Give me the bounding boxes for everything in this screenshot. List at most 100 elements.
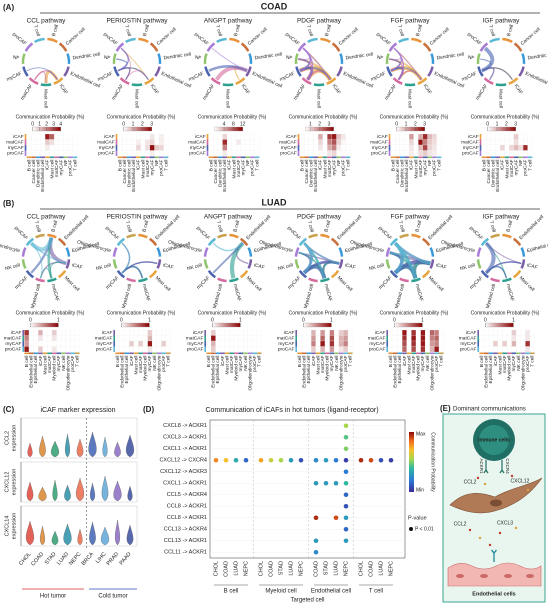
chord-sector xyxy=(508,77,519,85)
row-label: proCAF xyxy=(96,347,113,353)
chord-ribbon xyxy=(34,71,47,84)
heatmap-cell xyxy=(140,133,146,140)
row-strip xyxy=(206,139,209,145)
heatmap-cell xyxy=(493,335,498,342)
heatmap-cell xyxy=(495,139,501,146)
col-strip xyxy=(40,156,46,159)
violin xyxy=(65,433,70,458)
heatmap-cell xyxy=(254,133,260,140)
colorbar-tick-label: 2 xyxy=(505,121,508,127)
heatmap-cell xyxy=(425,346,430,353)
chord-sector xyxy=(399,233,409,239)
heatmap-cell xyxy=(315,329,321,336)
heatmap-cell xyxy=(40,150,46,157)
heatmap-cell xyxy=(70,346,76,353)
row-label: iCAF xyxy=(11,330,22,336)
chord-sector xyxy=(156,259,162,269)
heatmap-cell xyxy=(49,144,55,151)
y-label: expression xyxy=(11,425,17,452)
heatmap-cell xyxy=(331,133,337,140)
heatmap-cell xyxy=(511,335,517,342)
chord-sector xyxy=(385,53,390,65)
heatmap-cell xyxy=(315,335,321,342)
col-strip xyxy=(42,352,48,355)
heatmap-cell xyxy=(124,346,130,353)
heatmap-cell xyxy=(252,329,258,336)
heatmap-cell xyxy=(415,340,421,347)
heatmap-cell xyxy=(243,335,248,342)
col-label: Myeloid cell xyxy=(143,356,149,381)
heatmap-cell xyxy=(133,329,139,336)
heatmap-cell xyxy=(24,335,30,342)
heatmap-cell xyxy=(152,335,157,342)
ligand-label: CCL2 xyxy=(464,479,477,485)
heatmap-cell xyxy=(24,329,30,336)
colorbar-tick-label: 4 xyxy=(59,121,62,127)
col-strip xyxy=(308,156,314,159)
heatmap-cell xyxy=(336,144,342,151)
lr-pair-label: CCL8 -> ACKR1 xyxy=(167,504,207,510)
col-label: T cell xyxy=(72,160,78,171)
node-label: T cell xyxy=(124,220,133,233)
chord-sector xyxy=(25,269,35,279)
heatmap-cell xyxy=(38,329,43,336)
chord-sector xyxy=(28,77,39,85)
col-label: B cell xyxy=(115,356,121,368)
heatmap-cell xyxy=(206,346,212,353)
row-label: proCAF xyxy=(5,347,22,353)
col-label: Endothelial cell xyxy=(302,356,308,388)
col-label: Mast cell xyxy=(315,356,321,375)
col-strip xyxy=(420,352,426,355)
heatmap-cell xyxy=(54,150,59,157)
col-label: iCAF xyxy=(129,355,135,366)
chord-sector xyxy=(339,53,344,65)
node-label: Mast cell xyxy=(498,89,504,108)
col-strip xyxy=(341,156,346,159)
immune-nucleus xyxy=(479,425,509,455)
pathway-title: PERIOSTIN pathway xyxy=(106,18,168,25)
node-label: T cell xyxy=(214,24,223,37)
node-label: Dendritic cell xyxy=(254,52,282,62)
node-label: iCAF xyxy=(149,83,160,95)
tumor-label: LUAD xyxy=(288,561,294,576)
heatmap-cell xyxy=(124,340,130,347)
col-strip xyxy=(439,352,444,355)
heatmap-cell xyxy=(297,340,303,347)
col-strip xyxy=(117,156,123,159)
heatmap-cell xyxy=(425,335,430,342)
col-label: proCAF xyxy=(343,355,349,372)
violin xyxy=(51,530,59,546)
col-strip xyxy=(31,156,36,159)
ligand-dot xyxy=(476,476,480,480)
heatmap-cell xyxy=(231,150,237,157)
colorbar xyxy=(214,126,243,132)
col-label: Epithelial cell xyxy=(33,356,39,384)
col-label: matCAF xyxy=(145,159,151,177)
row-strip xyxy=(22,330,24,336)
node-label: B cell xyxy=(51,24,60,37)
heatmap-cell xyxy=(126,133,132,140)
heatmap-cell xyxy=(58,139,64,146)
col-label: NK cell xyxy=(243,356,249,371)
col-label: NF xyxy=(154,159,160,165)
chord-ribbon xyxy=(484,241,496,275)
heatmap-cell xyxy=(161,346,167,353)
heatmap-cell xyxy=(215,340,221,347)
row-strip xyxy=(477,346,479,352)
heatmap-cell xyxy=(324,340,330,347)
heatmap-cell xyxy=(488,329,494,336)
heatmap-cell xyxy=(35,144,41,151)
chord-sector xyxy=(112,247,118,257)
heatmap-cell xyxy=(222,144,228,151)
tumor-label: STAD xyxy=(323,561,329,575)
heatmap-cell xyxy=(511,340,517,347)
col-strip xyxy=(327,156,332,159)
heatmap-cell xyxy=(238,335,244,342)
col-label: proCAF xyxy=(525,355,531,372)
chord-sector xyxy=(518,66,525,77)
row-strip xyxy=(386,341,388,347)
heatmap-cell xyxy=(63,139,69,146)
chord-sector xyxy=(240,42,250,52)
tumor-label: CHOL xyxy=(213,561,219,576)
legend-title: Communication Probability (%) xyxy=(198,310,267,316)
